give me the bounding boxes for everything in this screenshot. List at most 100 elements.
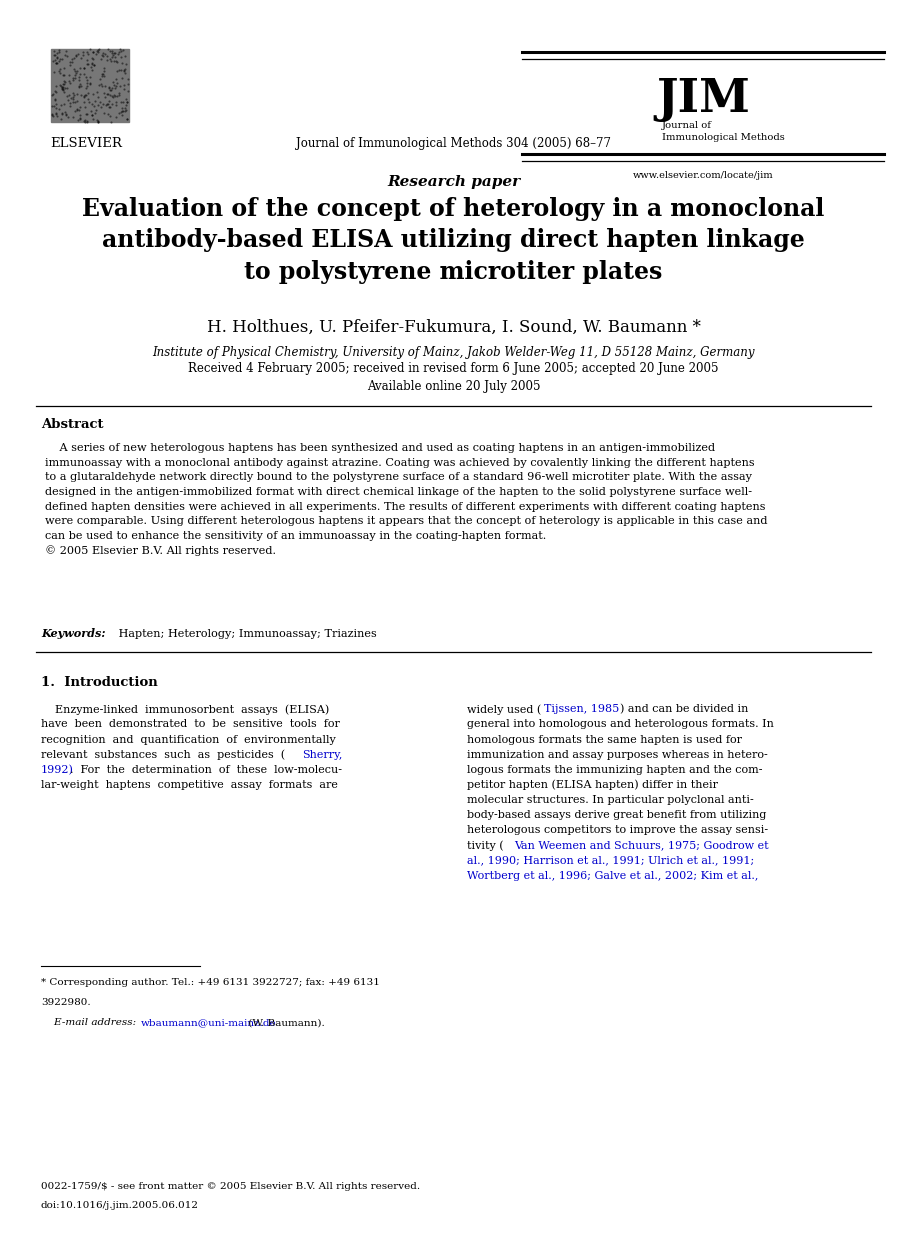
Point: [122, 74, 136, 94]
Point: [47, 46, 62, 66]
Point: [90, 41, 104, 61]
Point: [96, 61, 111, 80]
Point: [65, 106, 80, 126]
Point: [104, 85, 119, 105]
Point: [73, 85, 88, 105]
Point: [113, 41, 128, 61]
Point: [48, 89, 63, 109]
Point: [115, 93, 130, 113]
Point: [60, 87, 74, 106]
Point: [110, 52, 124, 72]
Point: [95, 77, 110, 97]
Point: [91, 40, 105, 59]
Point: [87, 90, 102, 110]
Point: [115, 53, 130, 73]
Point: [119, 54, 133, 74]
Point: [59, 104, 73, 124]
Point: [116, 40, 131, 59]
Text: heterologous competitors to improve the assay sensi-: heterologous competitors to improve the …: [467, 826, 768, 836]
Point: [100, 51, 114, 71]
Text: relevant  substances  such  as  pesticides  (: relevant substances such as pesticides (: [41, 749, 285, 760]
Point: [60, 47, 74, 67]
Point: [48, 53, 63, 73]
Point: [86, 42, 101, 62]
Text: ) and can be divided in: ) and can be divided in: [620, 704, 749, 714]
Point: [102, 92, 116, 111]
Point: [73, 97, 87, 116]
Point: [48, 98, 63, 118]
Point: [113, 103, 128, 123]
Text: Evaluation of the concept of heterology in a monoclonal
antibody-based ELISA uti: Evaluation of the concept of heterology …: [83, 197, 824, 284]
Point: [114, 102, 129, 121]
Text: tivity (: tivity (: [467, 841, 503, 851]
Text: E-mail address:: E-mail address:: [41, 1018, 139, 1028]
Point: [102, 97, 117, 116]
Point: [120, 93, 134, 113]
Point: [73, 58, 87, 78]
Point: [47, 95, 62, 115]
Point: [102, 98, 116, 118]
Point: [116, 79, 131, 99]
Point: [85, 48, 100, 68]
Text: 3922980.: 3922980.: [41, 998, 91, 1008]
Point: [79, 104, 93, 124]
Text: 1992): 1992): [41, 765, 73, 775]
Text: have  been  demonstrated  to  be  sensitive  tools  for: have been demonstrated to be sensitive t…: [41, 719, 340, 729]
Text: recognition  and  quantification  of  environmentally: recognition and quantification of enviro…: [41, 734, 336, 744]
Point: [70, 84, 84, 104]
Text: defined hapten densities were achieved in all experiments. The results of differ: defined hapten densities were achieved i…: [45, 501, 766, 511]
Text: molecular structures. In particular polyclonal anti-: molecular structures. In particular poly…: [467, 795, 754, 805]
Text: Wortberg et al., 1996; Galve et al., 2002; Kim et al.,: Wortberg et al., 1996; Galve et al., 200…: [467, 870, 758, 880]
Point: [106, 51, 121, 71]
Text: Received 4 February 2005; received in revised form 6 June 2005; accepted 20 June: Received 4 February 2005; received in re…: [189, 361, 718, 394]
Text: * Corresponding author. Tel.: +49 6131 3922727; fax: +49 6131: * Corresponding author. Tel.: +49 6131 3…: [41, 978, 380, 988]
Text: can be used to enhance the sensitivity of an immunoassay in the coating-hapten f: can be used to enhance the sensitivity o…: [45, 531, 547, 541]
Point: [65, 87, 80, 106]
Text: designed in the antigen-immobilized format with direct chemical linkage of the h: designed in the antigen-immobilized form…: [45, 487, 752, 496]
Point: [81, 83, 95, 103]
Point: [69, 47, 83, 67]
Text: H. Holthues, U. Pfeifer-Fukumura, I. Sound, W. Baumann *: H. Holthues, U. Pfeifer-Fukumura, I. Sou…: [207, 318, 700, 335]
Point: [77, 64, 92, 84]
Point: [73, 74, 87, 94]
Point: [50, 106, 64, 126]
Point: [54, 48, 69, 68]
Point: [113, 40, 128, 59]
Text: Enzyme-linked  immunosorbent  assays  (ELISA): Enzyme-linked immunosorbent assays (ELIS…: [41, 704, 329, 714]
Point: [118, 58, 132, 78]
Point: [98, 76, 112, 95]
Point: [105, 43, 120, 63]
Text: were comparable. Using different heterologous haptens it appears that the concep: were comparable. Using different heterol…: [45, 516, 768, 526]
Text: lar-weight  haptens  competitive  assay  formats  are: lar-weight haptens competitive assay for…: [41, 780, 337, 790]
Text: immunoassay with a monoclonal antibody against atrazine. Coating was achieved by: immunoassay with a monoclonal antibody a…: [45, 458, 755, 468]
Point: [73, 48, 88, 68]
Point: [109, 69, 123, 89]
Point: [50, 53, 64, 73]
Point: [65, 68, 80, 88]
Point: [66, 59, 81, 79]
Point: [77, 87, 92, 106]
Text: A series of new heterologous haptens has been synthesized and used as coating ha: A series of new heterologous haptens has…: [45, 443, 716, 453]
Point: [83, 73, 98, 93]
Point: [63, 95, 77, 115]
Point: [54, 109, 68, 129]
Point: [76, 58, 91, 78]
Text: © 2005 Elsevier B.V. All rights reserved.: © 2005 Elsevier B.V. All rights reserved…: [45, 545, 277, 556]
Point: [94, 46, 109, 66]
Point: [100, 94, 114, 114]
Point: [85, 105, 100, 125]
Point: [75, 42, 90, 62]
Point: [80, 54, 94, 74]
Point: [63, 52, 77, 72]
Point: [84, 105, 99, 125]
Point: [91, 111, 105, 131]
Point: [112, 83, 127, 103]
Point: [93, 48, 108, 68]
Point: [113, 76, 128, 95]
Point: [72, 71, 86, 90]
Point: [114, 61, 129, 80]
Point: [46, 62, 61, 82]
Point: [93, 74, 108, 94]
Point: [109, 92, 123, 111]
Point: [84, 57, 99, 77]
